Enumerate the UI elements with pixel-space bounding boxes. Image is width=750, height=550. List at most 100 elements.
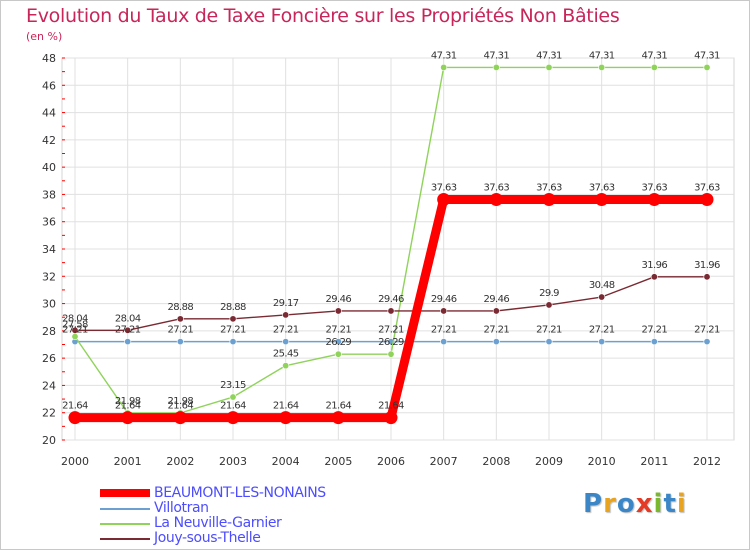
x-tick-label: 2001 xyxy=(114,455,142,468)
data-point xyxy=(650,338,658,346)
data-label: 47.31 xyxy=(694,50,720,61)
data-point xyxy=(387,350,395,358)
legend-swatch-beaumont xyxy=(100,489,150,497)
data-label: 27.21 xyxy=(273,325,299,336)
data-label: 21.64 xyxy=(115,401,141,412)
y-tick-label: 30 xyxy=(42,298,56,311)
logo-letter: P xyxy=(583,489,604,519)
data-point xyxy=(282,362,290,370)
data-point xyxy=(650,63,658,71)
logo-letter: t xyxy=(663,489,677,519)
data-point xyxy=(71,326,79,334)
data-label: 26.29 xyxy=(378,337,404,348)
data-label: 29.46 xyxy=(484,294,510,305)
y-axis-unit: (en %) xyxy=(26,30,63,43)
data-label: 31.96 xyxy=(642,260,668,271)
y-tick-label: 36 xyxy=(42,216,56,229)
data-label: 27.21 xyxy=(62,325,88,336)
data-point xyxy=(595,192,609,206)
data-label: 27.21 xyxy=(642,325,668,336)
data-label: 26.29 xyxy=(326,337,352,348)
data-label: 23.15 xyxy=(220,380,246,391)
data-label: 29.46 xyxy=(431,294,457,305)
data-point xyxy=(124,338,132,346)
x-tick-label: 2008 xyxy=(482,455,510,468)
x-tick-label: 2004 xyxy=(272,455,300,468)
x-tick-label: 2005 xyxy=(324,455,352,468)
legend-swatch-la-neuville-garnier xyxy=(100,523,150,525)
y-tick-label: 44 xyxy=(42,107,56,120)
data-label: 27.21 xyxy=(484,325,510,336)
data-point xyxy=(598,293,606,301)
y-tick-label: 22 xyxy=(42,407,56,420)
y-tick-label: 48 xyxy=(42,52,56,65)
data-point xyxy=(492,63,500,71)
legend-label-villotran: Villotran xyxy=(154,500,209,516)
data-label: 47.31 xyxy=(536,50,562,61)
data-point xyxy=(545,301,553,309)
data-label: 28.04 xyxy=(62,313,88,324)
data-point xyxy=(437,192,451,206)
data-point xyxy=(176,338,184,346)
x-tick-label: 2006 xyxy=(377,455,405,468)
data-point xyxy=(545,338,553,346)
data-point xyxy=(334,350,342,358)
x-tick-label: 2000 xyxy=(61,455,89,468)
x-tick-label: 2009 xyxy=(535,455,563,468)
y-tick-label: 38 xyxy=(42,188,56,201)
y-tick-label: 34 xyxy=(42,243,56,256)
data-point xyxy=(440,307,448,315)
data-labels: 21.64 21.64 21.64 21.64 21.64 21.64 21.64 37.63… xyxy=(62,50,720,411)
x-tick-label: 2002 xyxy=(166,455,194,468)
data-label: 21.64 xyxy=(273,401,299,412)
data-label: 28.88 xyxy=(168,302,194,313)
data-point xyxy=(647,192,661,206)
data-point xyxy=(700,192,714,206)
data-label: 37.63 xyxy=(642,182,668,193)
data-point xyxy=(598,63,606,71)
data-label: 21.98 xyxy=(168,396,194,407)
data-point xyxy=(492,338,500,346)
data-point xyxy=(173,411,187,425)
data-label: 21.64 xyxy=(326,401,352,412)
data-point xyxy=(229,315,237,323)
data-label: 29.46 xyxy=(378,294,404,305)
data-label: 21.98 xyxy=(115,396,141,407)
data-point xyxy=(279,411,293,425)
data-label: 25.45 xyxy=(273,349,299,360)
data-label: 27.21 xyxy=(326,325,352,336)
data-point xyxy=(124,326,132,334)
data-label: 27.21 xyxy=(168,325,194,336)
data-point xyxy=(334,338,342,346)
data-label: 27.21 xyxy=(536,325,562,336)
y-tick-label: 24 xyxy=(42,379,56,392)
y-tick-label: 40 xyxy=(42,161,56,174)
data-point xyxy=(542,192,556,206)
data-label: 37.63 xyxy=(589,182,615,193)
data-label: 21.64 xyxy=(62,401,88,412)
data-point xyxy=(703,63,711,71)
data-label: 27.21 xyxy=(115,325,141,336)
data-label: 37.63 xyxy=(484,182,510,193)
data-label: 47.31 xyxy=(589,50,615,61)
y-tick-label: 28 xyxy=(42,325,56,338)
logo-letter: r xyxy=(603,489,617,519)
data-label: 37.63 xyxy=(694,182,720,193)
data-point xyxy=(545,63,553,71)
y-tick-label: 32 xyxy=(42,270,56,283)
y-tick-label: 42 xyxy=(42,134,56,147)
data-point xyxy=(384,411,398,425)
axes: 20 22 24 26 28 30 32 34 36 38 40 42 44 46 48 2000 2001 20… xyxy=(42,52,721,468)
x-tick-label: 2010 xyxy=(588,455,616,468)
data-label: 31.96 xyxy=(694,260,720,271)
legend-swatch-jouy-sous-thelle xyxy=(100,538,150,540)
data-label: 28.88 xyxy=(220,302,246,313)
y-tick-label: 46 xyxy=(42,79,56,92)
data-label: 27.21 xyxy=(694,325,720,336)
data-point xyxy=(703,338,711,346)
data-point xyxy=(68,411,82,425)
series-lines xyxy=(68,63,714,425)
chart-title: Evolution du Taux de Taxe Foncière sur l… xyxy=(26,5,620,27)
data-label: 27.21 xyxy=(378,325,404,336)
